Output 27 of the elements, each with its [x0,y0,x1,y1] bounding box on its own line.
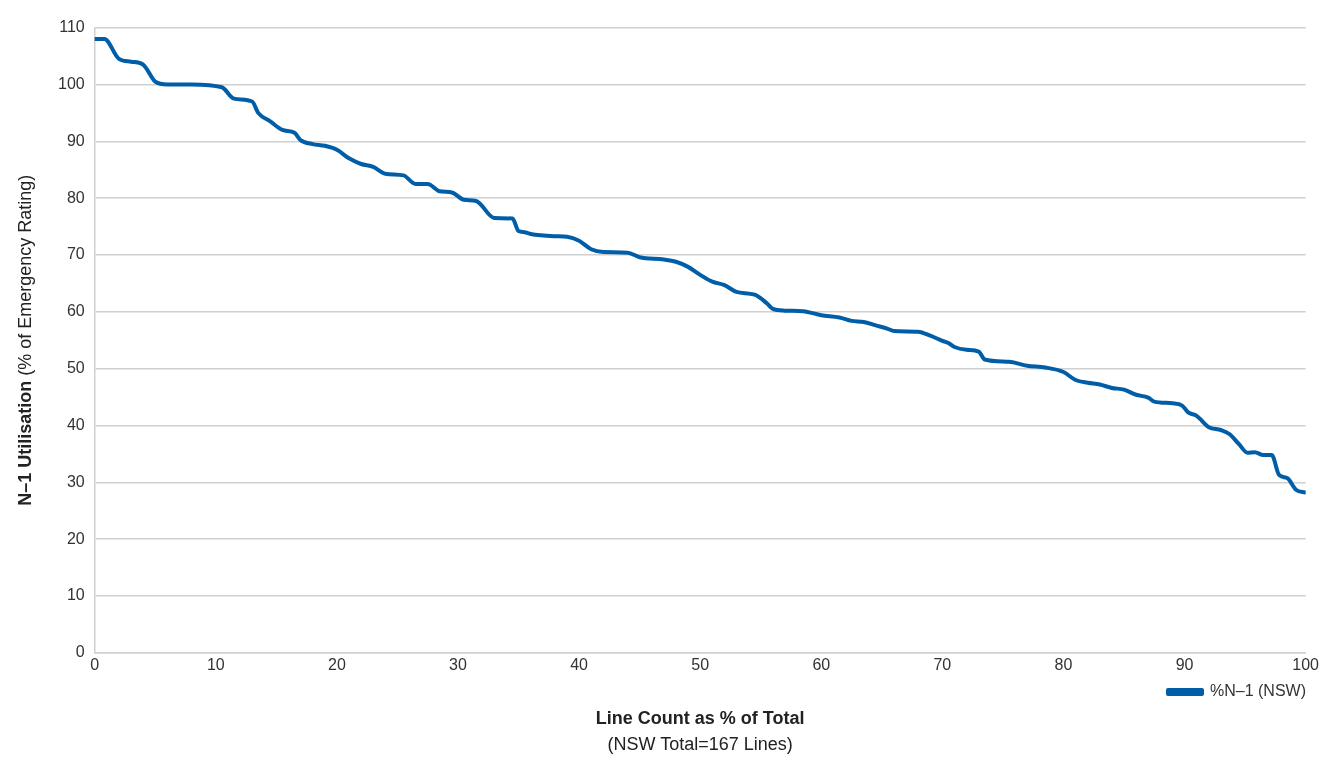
y-tick-label: 100 [57,74,85,92]
x-tick-label: 50 [691,655,710,673]
y-tick-label: 80 [66,188,85,206]
y-tick-label: 50 [66,359,85,377]
x-tick-label: 0 [90,655,100,673]
legend-label: %N–1 (NSW) [1209,682,1307,700]
x-tick-label: 100 [1292,655,1320,673]
y-tick-label: 40 [66,415,85,433]
x-axis-title: Line Count as % of Total (NSW Total=167 Lines) [595,707,805,754]
x-tick-label: 20 [327,655,346,673]
x-tick-label: 40 [570,655,589,673]
x-tick-label: 90 [1175,655,1194,673]
y-tick-label: 70 [66,245,85,263]
y-tick-label: 20 [66,529,85,547]
y-tick-label: 0 [75,643,85,661]
y-axis-title: N–1 Utilisation (% of Emergency Rating) [14,174,35,506]
y-tick-label: 10 [66,586,85,604]
line-series [94,36,1306,495]
x-tick-label: 60 [812,655,831,673]
y-tick-label: 60 [66,302,85,320]
y-tick-label: 30 [66,472,85,490]
y-tick-label: 110 [59,18,85,36]
x-tick-label: 10 [206,655,225,673]
x-tick-label: 70 [933,655,952,673]
x-tick-label: 30 [449,655,467,673]
y-tick-label: 90 [66,131,85,149]
x-tick-label: 80 [1054,655,1073,673]
